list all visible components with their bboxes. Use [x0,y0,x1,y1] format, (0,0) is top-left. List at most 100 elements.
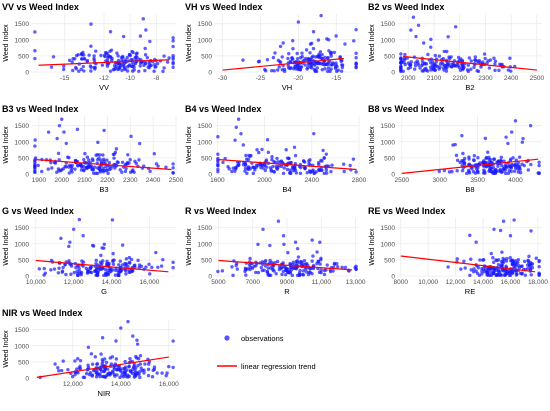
panel-title: R vs Weed Index [185,206,257,216]
data-point [492,157,497,161]
data-point [281,261,285,265]
data-point [68,240,72,244]
data-point [138,64,142,68]
x-axis-label: VH [282,83,292,92]
data-point [91,368,96,373]
data-point [537,160,541,165]
data-point [468,233,472,238]
data-point [216,135,220,139]
data-point [146,367,151,372]
data-point [108,356,112,360]
data-point [516,263,521,268]
data-point [76,163,80,168]
data-point [244,273,248,277]
x-tick-label: 18,000 [528,279,548,286]
data-point [294,259,298,264]
data-point [256,242,260,247]
y-axis-label: Weed Index [186,126,193,164]
data-point [67,259,71,263]
data-point [453,25,458,29]
data-point [136,258,140,263]
data-point [95,373,100,377]
panel-re: RE vs Weed Index 0 500 1000 1500 8000 10,000 12… [366,204,548,304]
data-point [293,240,298,244]
data-point [290,273,295,278]
scatter-plot: 0 500 1000 1500 1600 2000 2400 2800 B4 Weed Index [186,116,367,194]
data-point [266,266,270,270]
data-point [98,372,102,376]
data-point [117,66,122,70]
data-point [537,171,541,175]
data-point [77,69,81,73]
data-point [154,250,158,255]
data-point [216,152,220,156]
data-point [107,161,112,165]
y-tick-label: 1000 [15,139,30,146]
data-point [87,158,91,162]
data-point [305,170,309,175]
data-point [276,58,280,63]
data-point [284,148,288,152]
data-point [487,66,492,70]
data-point [489,267,494,271]
scatter-plot: 0 500 1000 1500 1900 2000 2100 2200 2300 2400 2500… [3,116,184,194]
data-point [306,57,311,61]
y-axis-label: Weed Index [369,24,376,62]
data-point [354,267,358,271]
y-tick-label: 1500 [15,21,30,28]
data-point [171,62,175,66]
data-point [123,268,128,273]
data-point [134,374,138,378]
data-point [414,34,418,39]
data-point [493,59,498,63]
data-point [459,267,463,271]
regression-line [222,57,344,71]
y-tick-label: 1500 [381,21,396,28]
data-point [143,362,147,366]
data-point [108,30,113,34]
panel-title: B4 vs Weed Index [185,104,262,114]
data-point [263,264,268,268]
regression-line [36,356,169,378]
data-point [352,39,356,43]
data-point [114,357,119,361]
y-tick-label: 1500 [15,123,30,130]
data-point [162,66,166,70]
data-point [482,160,487,164]
x-tick-label: 2500 [169,177,184,184]
x-tick-label: -20 [294,75,304,82]
data-point [77,217,82,222]
data-point [88,371,93,375]
data-point [482,52,487,56]
data-point [236,163,241,167]
data-point [67,155,71,160]
data-point [285,156,290,160]
data-point [241,58,245,62]
data-point [411,15,416,19]
data-point [466,168,471,173]
data-point [109,48,114,52]
data-point [128,261,132,265]
y-tick-label: 1000 [381,241,396,248]
data-point [433,53,438,58]
data-point [462,161,467,165]
data-point [252,264,256,268]
scatter-plot: 0 500 1000 1500 10,000 12,000 14,000 16,000 G Wee… [3,217,176,296]
data-point [101,259,105,263]
data-point [275,156,279,161]
data-point [412,67,417,71]
data-point [329,169,333,174]
scatter-plot: 0 500 1000 1500 -15 -12 -10 -8 VV Weed Index [3,14,176,92]
data-point [136,363,140,368]
data-point [73,167,77,171]
data-point [318,240,322,244]
data-point [265,57,270,62]
data-point [165,371,169,375]
data-point [92,54,96,58]
data-point [354,56,358,60]
data-point [492,271,496,275]
data-point [534,256,538,260]
data-point [283,272,288,277]
data-point [320,159,324,163]
data-point [87,53,91,57]
